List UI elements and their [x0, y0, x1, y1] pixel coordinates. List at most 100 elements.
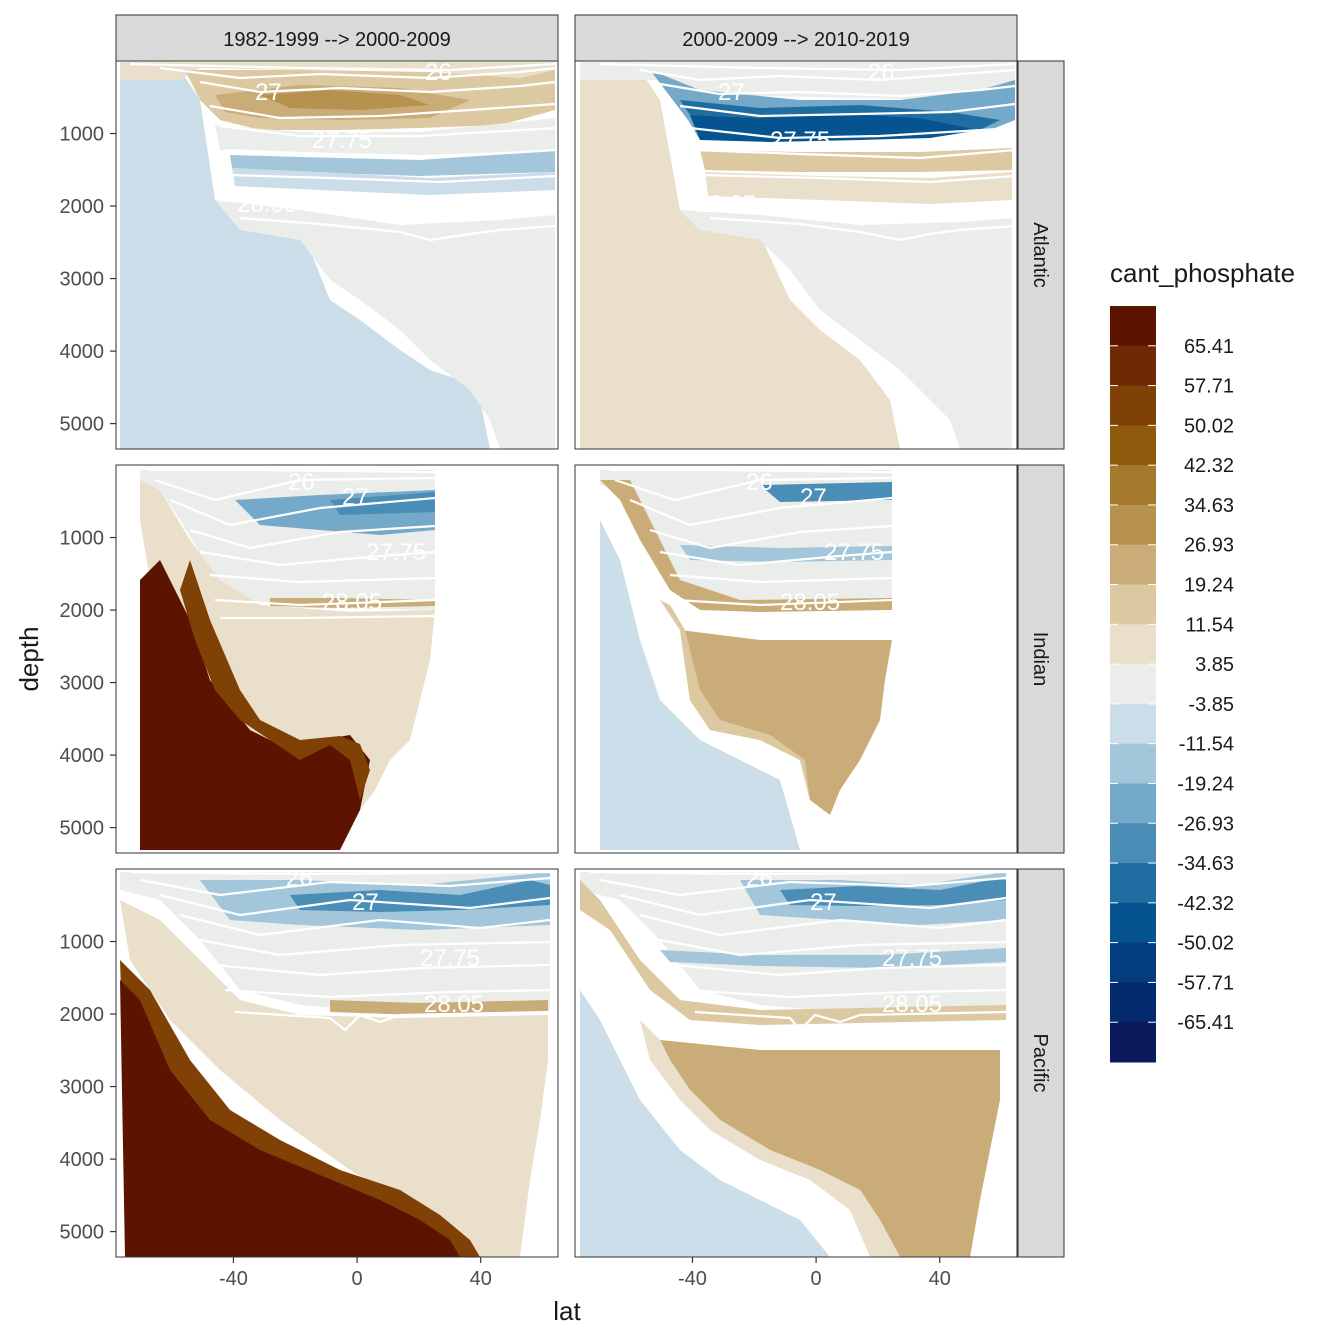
- y-tick-label: 5000: [60, 818, 105, 840]
- y-axes: 1000 2000 3000 4000 5000 1000 2000 3000 4000 5000…: [60, 124, 116, 1244]
- isopycnal-label-28-05: 28.05: [322, 589, 382, 616]
- y-tick-label: 1000: [60, 124, 105, 146]
- panel-pacific-period2: 26 27 27.75 28.05: [574, 868, 1018, 1258]
- isopycnal-label-27: 27: [352, 889, 379, 916]
- column-strip-label-1: 1982-1999 --> 2000-2009: [223, 29, 450, 51]
- isopycnal-label-26: 26: [288, 469, 315, 496]
- y-tick-label: 3000: [60, 673, 105, 695]
- legend-swatch: [1110, 743, 1156, 784]
- legend-label: 34.63: [1184, 495, 1234, 517]
- contour-fill-deep-positive-outline: [660, 600, 810, 800]
- legend-label: -65.41: [1177, 1012, 1234, 1034]
- isopycnal-label-27-75: 27.75: [824, 539, 884, 566]
- x-tick-label: 40: [929, 1268, 951, 1290]
- x-tick-label: 0: [352, 1268, 363, 1290]
- contour-fill-blue-band: [230, 150, 555, 176]
- isopycnal-label-26: 26: [286, 865, 313, 892]
- contour-fill-cool-core: [780, 878, 1006, 906]
- isopycnal-label-27: 27: [255, 79, 282, 106]
- legend-swatch: [1110, 345, 1156, 387]
- contour-fill-positive-upper: [580, 880, 1006, 1025]
- legend-label: -19.24: [1177, 773, 1234, 795]
- x-axis-title: lat: [553, 1296, 581, 1326]
- legend-swatch: [1110, 982, 1156, 1023]
- legend-swatch: [1110, 902, 1156, 944]
- contour-fill-deep-light: [140, 480, 435, 820]
- contour-fill-positive-band: [330, 1000, 548, 1015]
- legend-swatch: [1110, 465, 1156, 506]
- legend-label: 57.71: [1184, 376, 1234, 398]
- legend-label: 11.54: [1185, 614, 1234, 636]
- contour-fill-blue-band-2: [232, 168, 555, 195]
- legend-label: -34.63: [1177, 853, 1234, 875]
- isopycnal-label-27-75: 27.75: [770, 127, 830, 154]
- contour-fill-deep-positive-outline: [640, 1020, 900, 1257]
- isopycnal-lines: [610, 468, 893, 620]
- legend-label: -3.85: [1188, 694, 1234, 716]
- legend-swatch: [1110, 823, 1156, 864]
- isopycnal-label-28-05: 28.05: [882, 991, 942, 1018]
- contour-fill-deep-north: [215, 200, 555, 449]
- legend-swatch: [1110, 584, 1156, 625]
- legend-label: -11.54: [1179, 734, 1234, 756]
- panel-indian-period2: 26 27 27.75 28.05: [574, 464, 1018, 854]
- y-tick-label: 2000: [60, 196, 105, 218]
- y-tick-label: 1000: [60, 528, 105, 550]
- row-strip-pacific: Pacific: [1017, 868, 1065, 1258]
- isopycnal-label-27-75: 27.75: [312, 127, 372, 154]
- x-tick-label: 0: [811, 1268, 822, 1290]
- contour-fill-deep-cool: [600, 520, 800, 850]
- legend-label: 50.02: [1184, 415, 1234, 437]
- isopycnal-label-28-05: 28.05: [696, 191, 756, 218]
- isopycnal-label-27-75: 27.75: [366, 539, 426, 566]
- legend-label: 19.24: [1184, 575, 1234, 597]
- legend-colorbar: [1110, 306, 1156, 1063]
- legend-label: 26.93: [1184, 535, 1234, 557]
- row-strip-label-indian: Indian: [1029, 632, 1051, 687]
- y-tick-label: 2000: [60, 600, 105, 622]
- isopycnal-label-28-05: 28.05: [780, 589, 840, 616]
- isopycnal-label-27: 27: [800, 484, 827, 511]
- contour-fill-strong-positive: [140, 560, 370, 850]
- contour-fill-deep-cool: [580, 990, 830, 1257]
- row-strip-atlantic: Atlantic: [1017, 60, 1065, 450]
- panel-atlantic-period2: 26 27 27.75 28.05: [574, 60, 1018, 450]
- contour-fill-strong-positive: [120, 980, 460, 1257]
- isopycnal-label-27: 27: [342, 484, 369, 511]
- contour-fill-strong-positive-edge: [180, 560, 370, 800]
- contour-fill-deep-south: [120, 70, 490, 449]
- legend-swatch: [1110, 1022, 1156, 1063]
- y-tick-label: 3000: [60, 269, 105, 291]
- y-tick-label: 4000: [60, 341, 105, 363]
- x-axes: -40 0 40 -40 0 40: [219, 1257, 951, 1290]
- isopycnal-label-26: 26: [425, 59, 452, 86]
- y-tick-label: 3000: [60, 1077, 105, 1099]
- y-tick-label: 1000: [60, 932, 105, 954]
- isopycnal-lines: [150, 468, 436, 620]
- y-tick-label: 2000: [60, 1004, 105, 1026]
- contour-fill-mid-brown-2: [705, 172, 1012, 204]
- legend-swatch: [1110, 624, 1156, 665]
- y-tick-label: 5000: [60, 414, 105, 436]
- legend-label: 65.41: [1184, 336, 1234, 358]
- isopycnal-label-27: 27: [718, 79, 745, 106]
- legend-swatch: [1110, 425, 1156, 466]
- row-strip-label-pacific: Pacific: [1029, 1034, 1051, 1093]
- isopycnal-label-28-05: 28.05: [424, 991, 484, 1018]
- legend-label: -26.93: [1177, 813, 1234, 835]
- y-tick-label: 5000: [60, 1222, 105, 1244]
- legend-label: -50.02: [1177, 933, 1234, 955]
- contour-fill-cool-mid: [680, 545, 892, 562]
- x-tick-label: -40: [678, 1268, 707, 1290]
- row-strip-label-atlantic: Atlantic: [1029, 222, 1051, 288]
- x-tick-label: -40: [219, 1268, 248, 1290]
- legend-label: -42.32: [1177, 893, 1234, 915]
- isopycnal-label-27-75: 27.75: [420, 945, 480, 972]
- legend-swatch: [1110, 544, 1156, 586]
- row-strip-indian: Indian: [1017, 464, 1065, 854]
- isopycnal-lines: [599, 62, 1016, 242]
- legend-swatch: [1110, 504, 1156, 546]
- isopycnal-label-28-05: 28.05: [237, 191, 297, 218]
- legend-swatch: [1110, 783, 1156, 824]
- isopycnal-lines: [589, 870, 1007, 1032]
